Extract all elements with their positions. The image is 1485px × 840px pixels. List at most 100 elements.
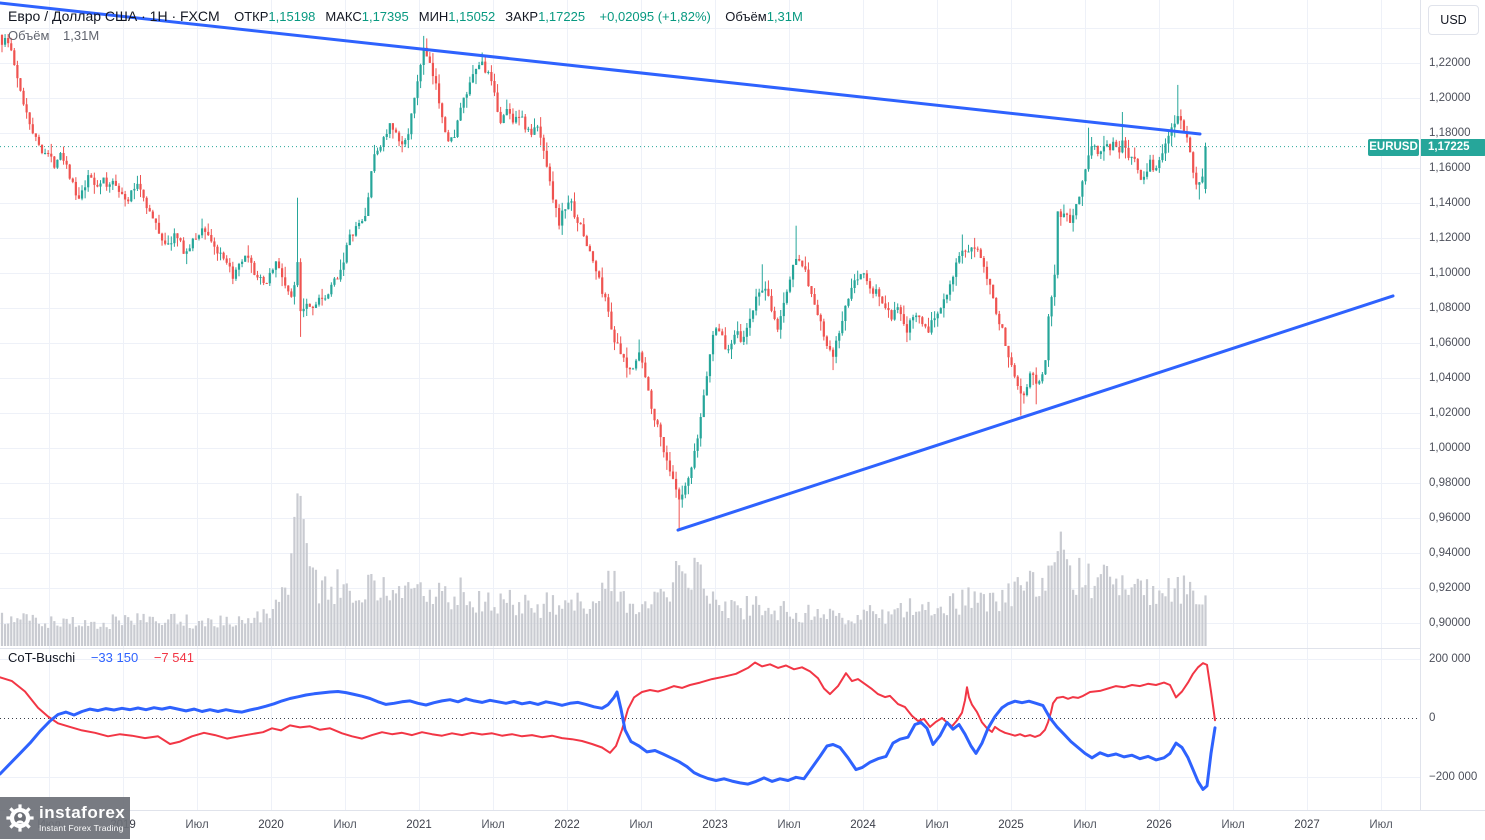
candle xyxy=(933,311,936,328)
volume-bar xyxy=(296,493,299,646)
volume-bar xyxy=(136,613,139,646)
volume-bar xyxy=(558,605,561,646)
candle xyxy=(736,321,739,339)
trendline-ascending-support[interactable] xyxy=(676,294,1395,532)
candle xyxy=(955,258,958,286)
candle xyxy=(99,180,102,195)
volume-bar xyxy=(554,614,558,646)
candle xyxy=(308,303,311,307)
volume-bar xyxy=(139,620,142,646)
volume-bar xyxy=(259,622,262,646)
volume-bar xyxy=(958,614,961,646)
candle xyxy=(684,482,687,499)
volume-bar xyxy=(656,592,659,646)
volume-bar xyxy=(459,577,462,646)
ohlc-label: ОТКР xyxy=(234,9,269,24)
volume-bar xyxy=(514,615,518,646)
volume-bar xyxy=(204,626,207,646)
candle xyxy=(1115,139,1118,148)
volume-bar xyxy=(351,602,354,646)
volume-bar xyxy=(373,580,376,646)
volume-bar xyxy=(1155,603,1158,646)
volume-bar xyxy=(410,588,413,646)
candle xyxy=(437,74,441,109)
candle xyxy=(240,259,244,268)
candle xyxy=(1142,171,1146,185)
candle xyxy=(259,274,262,285)
volume-bar xyxy=(388,600,391,646)
candlestick-series[interactable] xyxy=(0,34,1207,530)
volume-bar xyxy=(761,615,764,646)
volume-bar xyxy=(1096,577,1099,646)
volume-bar xyxy=(816,609,819,646)
candle xyxy=(43,148,47,155)
trendline-descending-resistance[interactable] xyxy=(0,1,1202,136)
volume-bar xyxy=(59,626,62,646)
volume-bar xyxy=(308,566,311,646)
volume-bar xyxy=(927,601,930,646)
volume-bar xyxy=(154,621,157,646)
candle xyxy=(748,308,752,336)
volume-bar xyxy=(973,591,976,646)
candle xyxy=(490,65,493,86)
last-price-tag: 1,17225 xyxy=(1421,139,1485,156)
currency-toggle-button[interactable]: USD xyxy=(1428,5,1479,35)
candle xyxy=(856,270,859,286)
volume-bar xyxy=(1133,584,1136,646)
time-axis[interactable]: Июл2019Июл2020Июл2021Июл2022Июл2023Июл20… xyxy=(0,810,1485,840)
candle xyxy=(281,263,284,287)
volume-bar xyxy=(992,592,995,646)
candle xyxy=(816,299,819,316)
candle xyxy=(1004,327,1007,346)
candle xyxy=(865,270,869,285)
volume-bar xyxy=(878,618,881,646)
volume-bar xyxy=(493,607,496,646)
volume-bar xyxy=(456,605,459,646)
price-axis[interactable]: USD 1,22000 1,20000 1,18000 1,16000 1,14000 1… xyxy=(1420,0,1485,810)
pane-separator[interactable] xyxy=(0,648,1485,649)
volume-bar xyxy=(102,622,105,646)
volume-bar xyxy=(34,617,37,646)
candle xyxy=(265,282,268,284)
candle xyxy=(1133,147,1136,163)
candle xyxy=(887,302,890,318)
volume-bar xyxy=(942,613,945,646)
candle xyxy=(705,371,708,396)
volume-bar xyxy=(1087,563,1090,646)
volume-bar xyxy=(810,619,813,646)
candle xyxy=(167,235,170,245)
volume-bar xyxy=(887,611,890,646)
candle xyxy=(16,60,19,88)
volume-bar xyxy=(130,620,133,646)
candle xyxy=(576,214,579,232)
volume-bar xyxy=(853,623,856,646)
cot-tick-label: 0 xyxy=(1429,712,1436,724)
volume-bar xyxy=(0,612,4,646)
candle xyxy=(825,335,828,349)
candle xyxy=(844,305,847,331)
candle xyxy=(878,287,881,307)
candle xyxy=(601,267,604,298)
volume-bar xyxy=(847,620,850,646)
candle xyxy=(228,258,231,273)
candle xyxy=(896,303,899,314)
candle xyxy=(151,209,154,219)
candle xyxy=(1139,169,1142,181)
volume-bar xyxy=(508,589,511,646)
volume-bar xyxy=(244,623,247,646)
volume-bar xyxy=(225,616,228,646)
volume-bar xyxy=(1081,587,1084,646)
candle xyxy=(530,124,533,138)
volume-bar xyxy=(333,604,336,646)
time-tick-label: 2027 xyxy=(1294,819,1320,831)
volume-bar xyxy=(964,605,967,646)
candle xyxy=(1130,156,1133,165)
volume-bar xyxy=(361,602,364,646)
candle xyxy=(477,61,481,70)
volume-bar xyxy=(1158,590,1161,646)
candle xyxy=(711,331,715,362)
candle xyxy=(961,234,964,264)
volume-bar xyxy=(111,614,114,646)
chart-canvas[interactable] xyxy=(0,0,1420,810)
volume-bar xyxy=(157,623,161,646)
